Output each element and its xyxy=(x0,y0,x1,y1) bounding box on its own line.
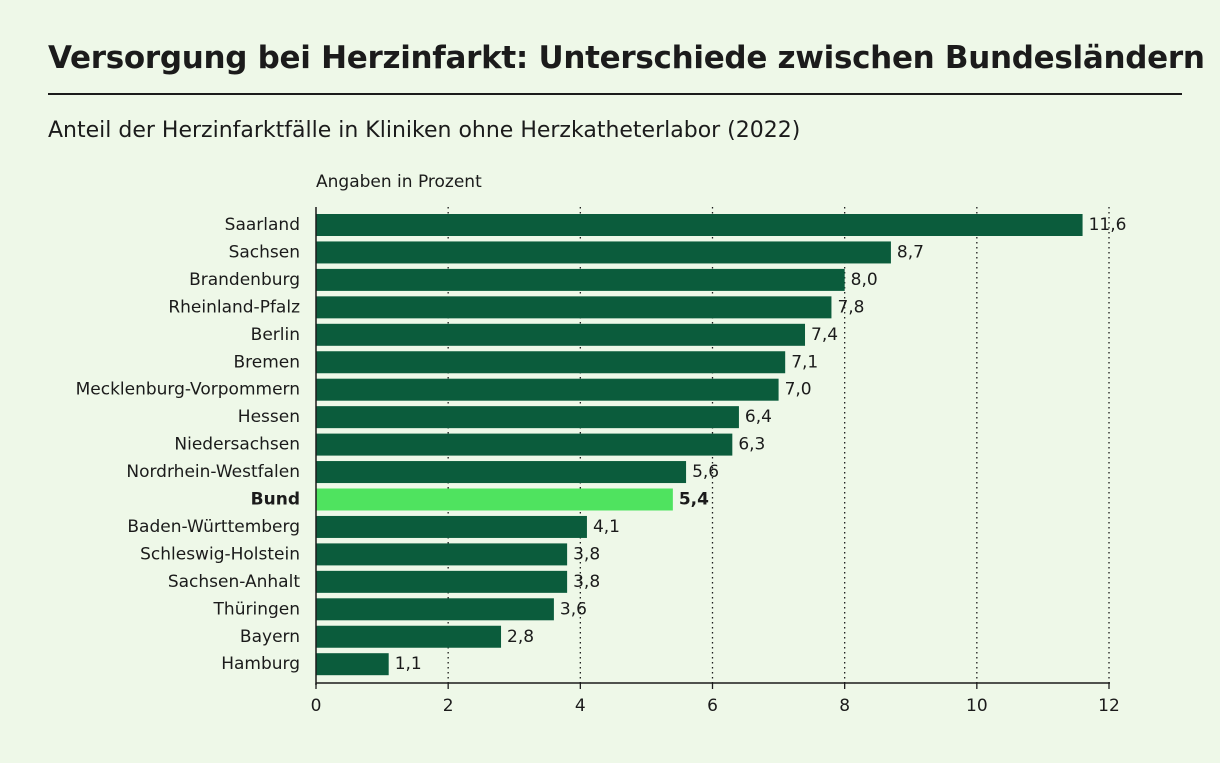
value-label: 7,4 xyxy=(811,325,838,345)
chart-title: Versorgung bei Herzinfarkt: Unterschiede… xyxy=(48,40,1205,76)
category-label: Hessen xyxy=(238,407,300,427)
value-label: 4,1 xyxy=(593,517,620,537)
category-label: Berlin xyxy=(251,325,300,345)
bar xyxy=(316,214,1083,236)
bar xyxy=(316,268,845,291)
bar xyxy=(316,488,673,511)
bar xyxy=(316,433,733,456)
bar xyxy=(316,570,568,593)
category-label: Saarland xyxy=(225,215,300,235)
value-label: 5,4 xyxy=(679,490,709,510)
x-tick-label: 10 xyxy=(966,696,988,716)
x-tick-label: 12 xyxy=(1098,696,1120,716)
bar xyxy=(316,241,891,264)
value-label: 8,7 xyxy=(897,242,924,262)
category-label: Nordrhein-Westfalen xyxy=(126,462,300,482)
category-label: Sachsen xyxy=(229,242,300,262)
bar xyxy=(316,323,806,346)
x-tick-label: 4 xyxy=(575,696,586,716)
category-label: Rheinland-Pfalz xyxy=(168,297,300,317)
value-label: 3,8 xyxy=(573,544,600,564)
value-label: 7,8 xyxy=(837,297,864,317)
category-label: Bremen xyxy=(233,352,300,372)
bar xyxy=(316,378,779,401)
category-label: Bund xyxy=(251,490,300,510)
category-label: Brandenburg xyxy=(189,270,300,290)
value-label: 8,0 xyxy=(851,270,878,290)
value-label: 5,6 xyxy=(692,462,719,482)
category-label: Bayern xyxy=(240,627,300,647)
value-label: 11,6 xyxy=(1089,215,1127,235)
value-label: 1,1 xyxy=(395,654,422,674)
bar xyxy=(316,406,739,429)
value-label: 7,1 xyxy=(791,352,818,372)
bar xyxy=(316,543,568,566)
category-label: Mecklenburg-Vorpommern xyxy=(76,380,300,400)
category-label: Niedersachsen xyxy=(174,435,300,455)
bar xyxy=(316,598,554,621)
value-label: 3,6 xyxy=(560,599,587,619)
category-label: Hamburg xyxy=(221,654,300,674)
title-divider xyxy=(48,93,1182,95)
bar xyxy=(316,296,832,319)
x-tick-label: 8 xyxy=(839,696,850,716)
value-label: 6,4 xyxy=(745,407,772,427)
bar xyxy=(316,461,687,484)
category-label: Schleswig-Holstein xyxy=(140,544,300,564)
bar xyxy=(316,515,587,538)
value-label: 6,3 xyxy=(738,435,765,455)
bar xyxy=(316,653,389,676)
x-tick-label: 2 xyxy=(443,696,454,716)
unit-label: Angaben in Prozent xyxy=(316,172,482,192)
x-tick-label: 6 xyxy=(707,696,718,716)
bar xyxy=(316,351,786,374)
category-label: Thüringen xyxy=(213,599,300,619)
chart-subtitle: Anteil der Herzinfarktfälle in Kliniken … xyxy=(48,118,801,143)
category-label: Sachsen-Anhalt xyxy=(168,572,300,592)
category-label: Baden-Württemberg xyxy=(127,517,300,537)
value-label: 7,0 xyxy=(785,380,812,400)
bar xyxy=(316,625,502,648)
x-tick-label: 0 xyxy=(311,696,322,716)
value-label: 2,8 xyxy=(507,627,534,647)
value-label: 3,8 xyxy=(573,572,600,592)
